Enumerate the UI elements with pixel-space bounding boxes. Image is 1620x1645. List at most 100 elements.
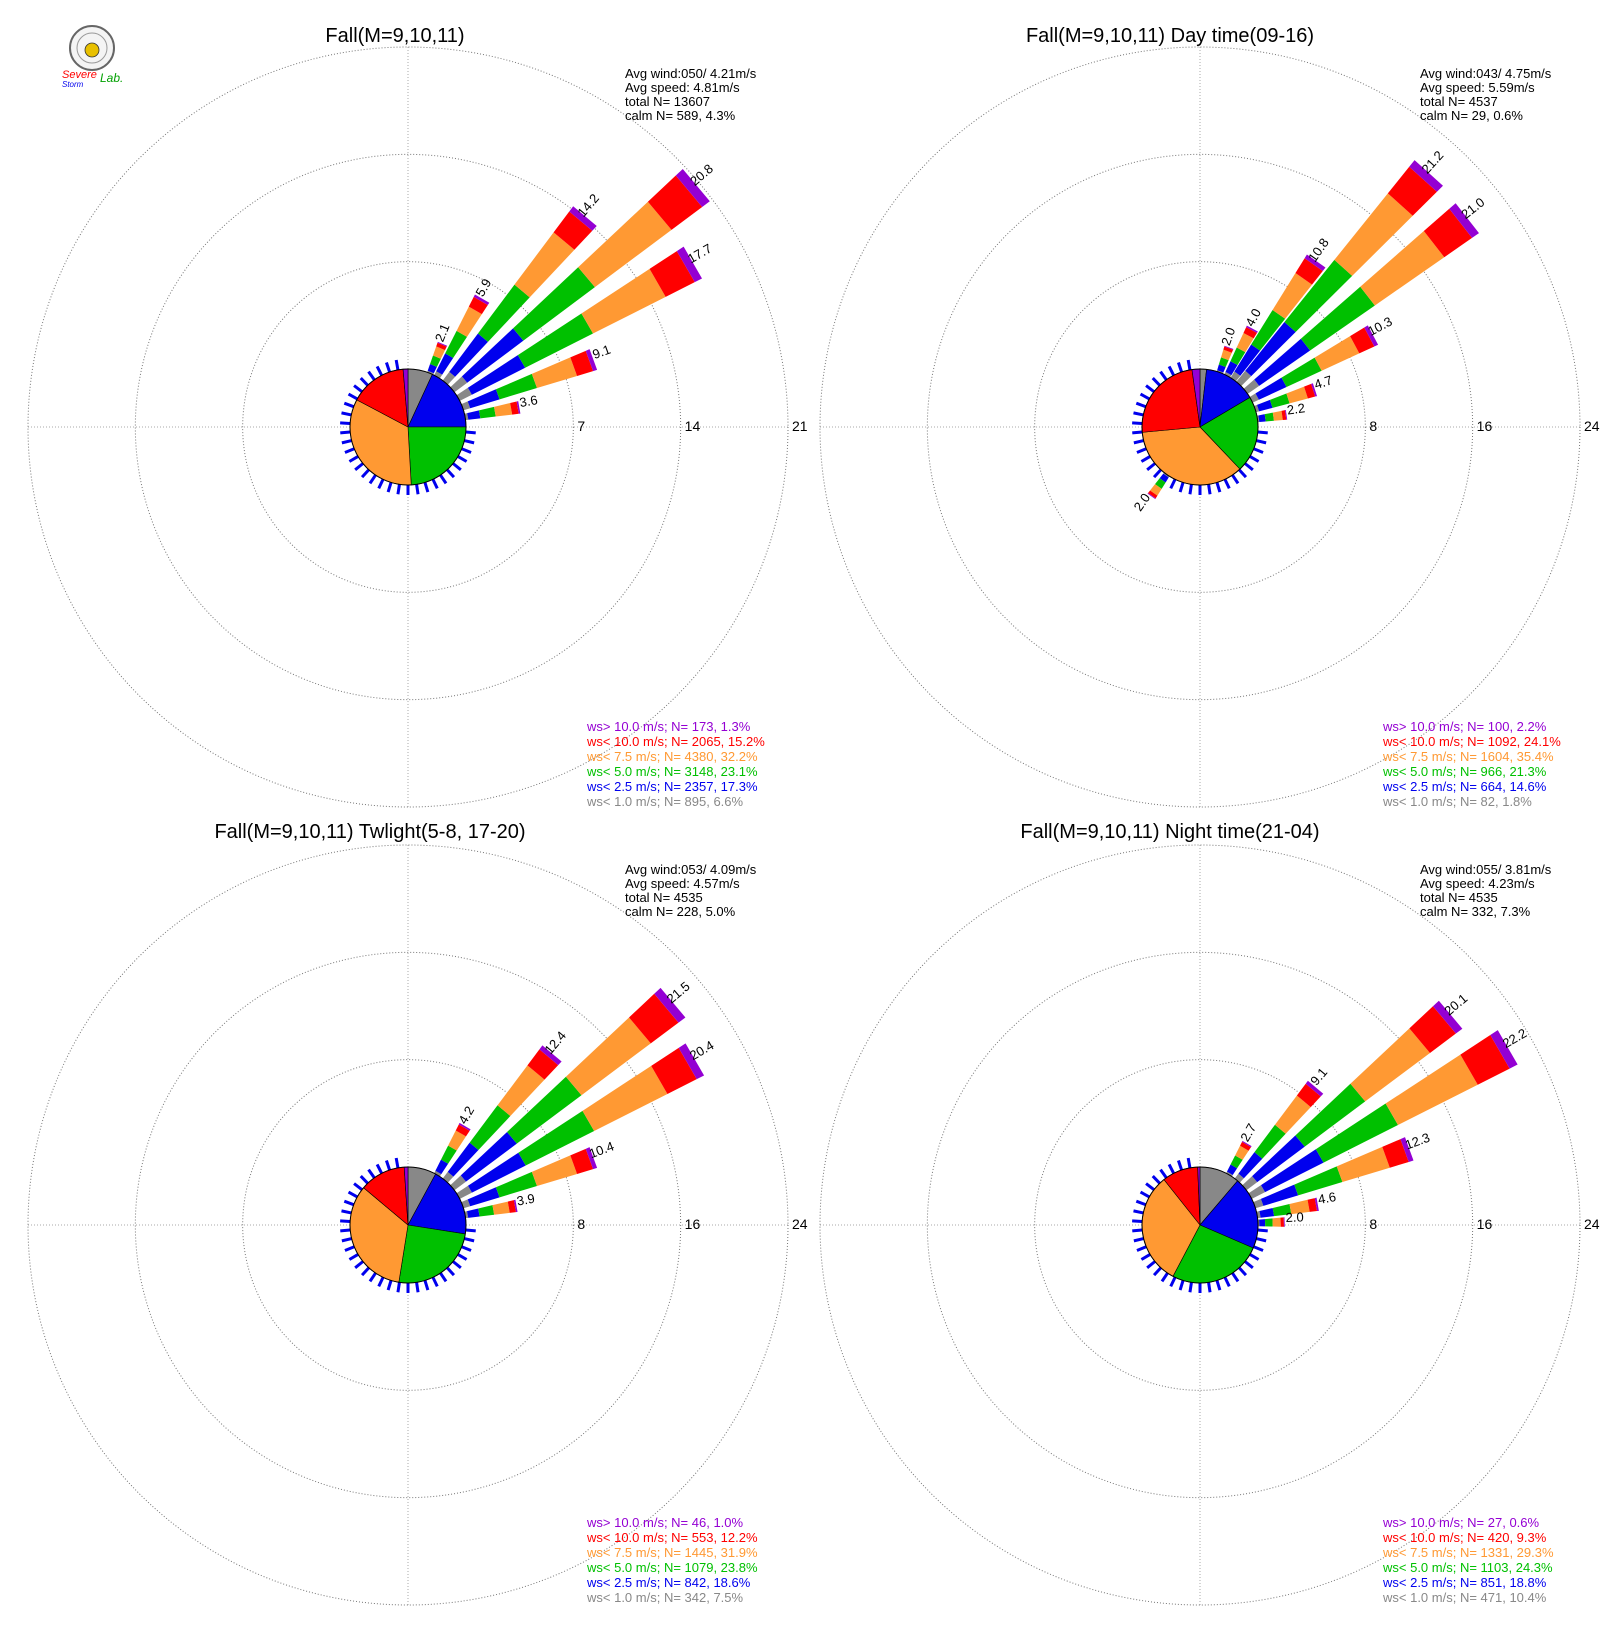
legend-entry-gt10: ws> 10.0 m/s; N= 100, 2.2% xyxy=(1382,719,1547,734)
ring-label-3: 24 xyxy=(792,1216,808,1232)
minor-bar xyxy=(377,478,385,490)
minor-bar xyxy=(431,478,439,490)
minor-bar xyxy=(1132,1228,1143,1233)
minor-bar xyxy=(368,1272,377,1283)
ring-label-2: 16 xyxy=(1477,1216,1493,1232)
petal-segment-lt75 xyxy=(1286,386,1308,404)
petal-segment-lt75 xyxy=(1150,484,1162,496)
petal-segment-lt5 xyxy=(1264,412,1274,422)
minor-bar xyxy=(344,1245,355,1252)
petal-label-2: 4.0 xyxy=(1242,306,1264,329)
pie-outline xyxy=(1141,368,1259,486)
petal-4: 22.2 xyxy=(1248,1025,1529,1199)
petal-segment-lt10 xyxy=(651,1047,697,1094)
petal-segment-gt10 xyxy=(1409,160,1443,192)
petal-label-1: 2.1 xyxy=(432,321,453,343)
petal-segment-gt10 xyxy=(539,1045,562,1066)
minor-bar xyxy=(1231,1272,1240,1283)
pie-outline xyxy=(1141,1166,1259,1284)
petal-segment-lt5 xyxy=(478,1205,495,1217)
petal-segment-lt75 xyxy=(492,1201,510,1215)
petal-segment-gt10 xyxy=(1432,1000,1463,1034)
petal-segment-gt10 xyxy=(1283,1217,1285,1227)
minor-bar xyxy=(1133,1237,1144,1243)
petal-segment-lt5 xyxy=(1269,393,1290,408)
petal-segment-lt10 xyxy=(1423,208,1473,258)
petal-segment-gt10 xyxy=(473,294,490,306)
petal-segment-gt10 xyxy=(458,1122,471,1131)
legend-entry-lt1: ws< 1.0 m/s; N= 895, 6.6% xyxy=(586,794,744,809)
panel-title: Fall(M=9,10,11) xyxy=(325,25,464,47)
minor-bar xyxy=(1146,1260,1156,1269)
petal-segment-lt1 xyxy=(1243,379,1260,394)
pie-slice-lt10 xyxy=(1141,369,1201,433)
minor-bar xyxy=(344,447,355,454)
petal-segment-lt25 xyxy=(1234,344,1261,376)
ring-2 xyxy=(926,951,1474,1499)
petal-segment-lt10 xyxy=(1387,166,1437,216)
petal-segment-lt5 xyxy=(495,373,537,400)
petal-segment-lt5 xyxy=(477,284,530,342)
seal-center xyxy=(84,42,100,58)
minor-bar xyxy=(375,1163,384,1175)
ring-3 xyxy=(819,46,1581,808)
minor-bar xyxy=(1186,1157,1192,1169)
petal-segment-lt5 xyxy=(1294,1166,1343,1196)
minor-bar xyxy=(1249,1253,1260,1261)
petal-segment-gt10 xyxy=(1400,1137,1414,1162)
minor-bar xyxy=(1132,1219,1143,1223)
petal-segment-lt75 xyxy=(1385,1054,1478,1125)
legend-entry-lt5: ws< 5.0 m/s; N= 1103, 24.3% xyxy=(1382,1560,1553,1575)
petal-segment-lt5 xyxy=(445,330,468,359)
petal-segment-gt10 xyxy=(678,1043,705,1080)
minor-bar xyxy=(341,439,352,445)
petal-segment-lt75 xyxy=(1236,332,1254,353)
petal-label-4: 22.2 xyxy=(1500,1025,1529,1051)
minor-bar xyxy=(354,462,364,471)
petal-segment-lt25 xyxy=(467,1208,480,1218)
minor-bar xyxy=(396,1282,401,1293)
petal-segment-lt10 xyxy=(553,211,593,250)
minor-bar xyxy=(386,482,393,493)
ring-2 xyxy=(926,153,1474,701)
minor-bar xyxy=(340,430,351,435)
petal-6: 4.6 xyxy=(1256,1189,1337,1219)
ring-1 xyxy=(242,1059,574,1391)
petal-segment-lt10 xyxy=(1409,1006,1456,1053)
legend-entry-lt10: ws< 10.0 m/s; N= 1092, 24.1% xyxy=(1382,734,1561,749)
minor-bar xyxy=(1231,474,1240,485)
minor-bar xyxy=(1215,1280,1222,1291)
stat-line-1: Avg wind:050/ 4.21m/s xyxy=(625,66,757,81)
minor-bar xyxy=(1132,421,1143,425)
petal-segment-lt25 xyxy=(1225,361,1238,376)
ring-label-2: 16 xyxy=(685,1216,701,1232)
petal-3: 10.8 xyxy=(1230,235,1332,382)
minor-bar xyxy=(1133,1209,1144,1215)
minor-bar xyxy=(353,1182,363,1191)
legend-entry-lt25: ws< 2.5 m/s; N= 2357, 17.3% xyxy=(586,779,758,794)
petal-6: 9.1 xyxy=(461,342,613,411)
petal-segment-gt10 xyxy=(1490,1030,1518,1069)
minor-bar xyxy=(415,484,420,495)
minor-bar xyxy=(359,377,369,387)
ring-1 xyxy=(242,261,574,593)
legend-entry-gt10: ws> 10.0 m/s; N= 46, 1.0% xyxy=(586,1515,744,1530)
minor-bar xyxy=(1139,1190,1150,1199)
minor-bar xyxy=(464,439,475,445)
petal-segment-lt75 xyxy=(1334,193,1413,276)
ring-label-3: 24 xyxy=(1584,1216,1600,1232)
petal-segment-lt5 xyxy=(430,355,441,367)
minor-bar xyxy=(377,1276,385,1288)
petal-segment-lt75 xyxy=(578,201,672,288)
minor-bar xyxy=(367,1168,376,1179)
minor-bar xyxy=(465,430,476,435)
legend-entry-lt1: ws< 1.0 m/s; N= 82, 1.8% xyxy=(1382,794,1532,809)
petal-segment-lt10 xyxy=(468,296,488,315)
petal-segment-lt1 xyxy=(434,1170,442,1177)
petal-segment-gt10 xyxy=(585,349,598,372)
panel-title: Fall(M=9,10,11) Day time(09-16) xyxy=(1026,25,1314,47)
petal-segment-lt10 xyxy=(1307,1198,1318,1212)
legend-entry-lt75: ws< 7.5 m/s; N= 1604, 35.4% xyxy=(1382,749,1554,764)
petal-segment-lt10 xyxy=(1280,1217,1285,1227)
ring-3 xyxy=(819,844,1581,1606)
